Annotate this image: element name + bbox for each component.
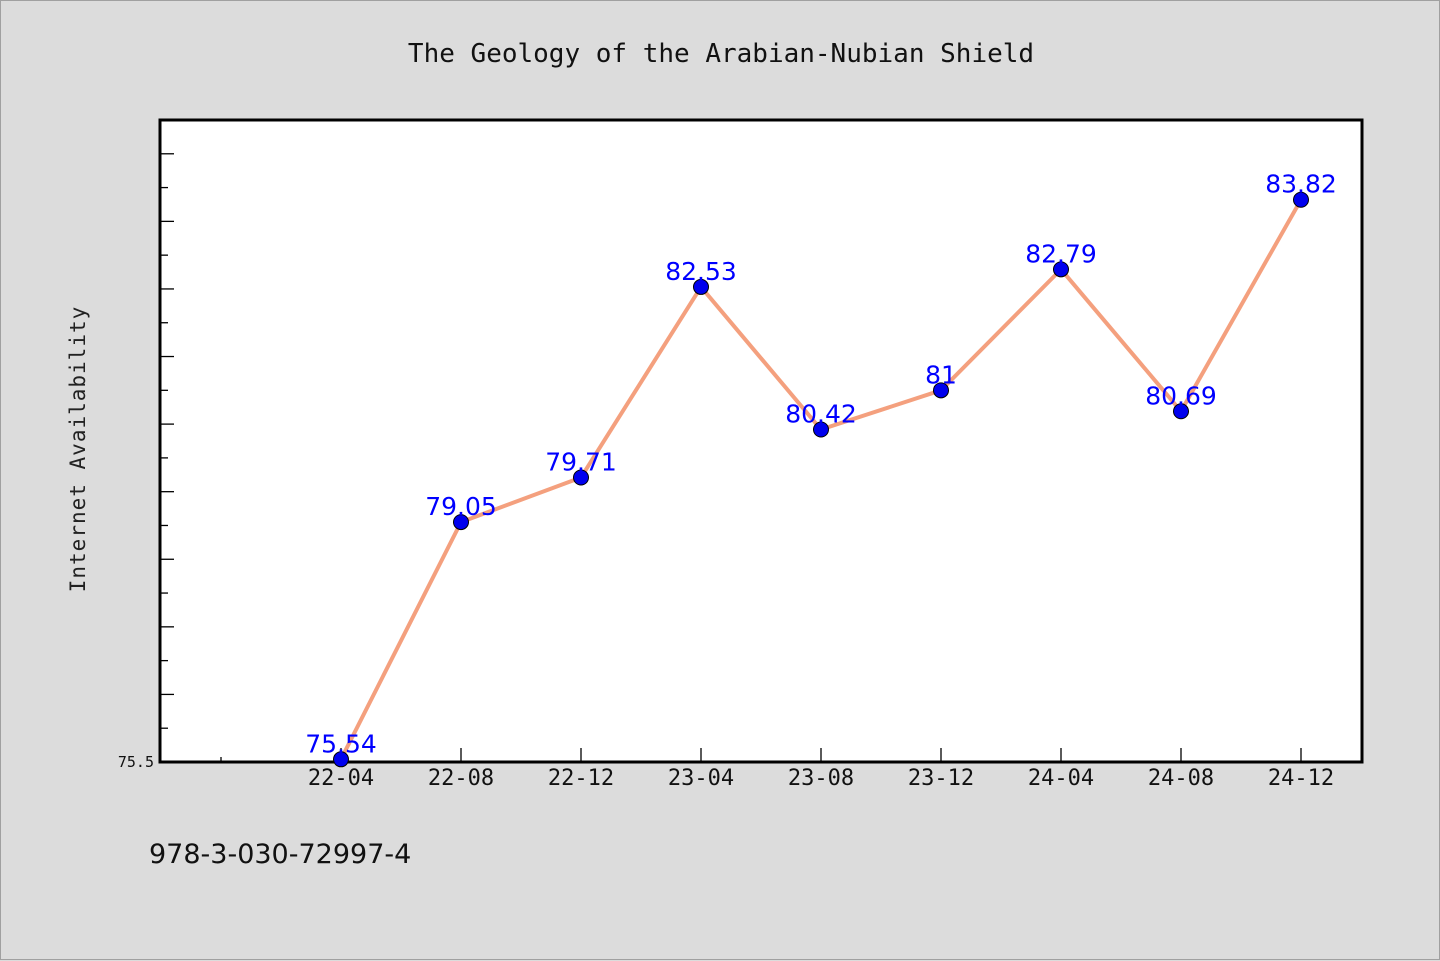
data-point-marker (1173, 403, 1189, 420)
x-tick-label: 22-04 (308, 766, 374, 791)
x-tick-label: 23-12 (908, 766, 974, 791)
data-point-marker (813, 421, 829, 438)
data-point-marker (453, 514, 469, 531)
marker-group (333, 191, 1309, 768)
y-tick-label: 75.5 (118, 753, 154, 771)
data-point-marker (1293, 191, 1309, 208)
x-tick-label: 22-12 (548, 766, 614, 791)
data-point-marker (933, 382, 949, 399)
x-tick-label: 24-12 (1268, 766, 1334, 791)
data-point-marker (1053, 261, 1069, 278)
y-axis-ticks: 75.5 (118, 153, 174, 771)
x-axis-ticks: 22-04 22-08 22-12 23-04 23-08 23-12 24-04 24-08… (220, 748, 1334, 791)
x-tick-label: 22-08 (428, 766, 494, 791)
data-value-label: 82.79 (1025, 239, 1097, 268)
data-point-marker (333, 751, 349, 768)
data-value-label: 80.42 (785, 400, 857, 429)
x-tick-label: 24-04 (1028, 766, 1094, 791)
data-value-label: 81 (925, 360, 957, 389)
y-axis-label: Internet Availability (66, 306, 90, 593)
data-point-marker (573, 469, 589, 486)
x-tick-label: 23-08 (788, 766, 854, 791)
isbn-footnote: 978-3-030-72997-4 (149, 839, 411, 870)
data-value-label: 79.05 (425, 492, 497, 521)
data-label-group: 75.54 79.05 79.71 82.53 80.42 81 82.79 80.69 83.… (305, 170, 1337, 759)
plot-area (158, 118, 1364, 764)
data-value-label: 82.53 (665, 257, 737, 286)
x-tick-label: 24-08 (1148, 766, 1214, 791)
data-value-label: 83.82 (1265, 170, 1337, 199)
data-value-label: 75.54 (305, 729, 377, 758)
chart-title: The Geology of the Arabian-Nubian Shield (408, 39, 1034, 69)
data-value-label: 79.71 (545, 447, 617, 476)
x-tick-label: 23-04 (668, 766, 734, 791)
data-value-label: 80.69 (1145, 381, 1217, 410)
data-point-marker (693, 278, 709, 295)
